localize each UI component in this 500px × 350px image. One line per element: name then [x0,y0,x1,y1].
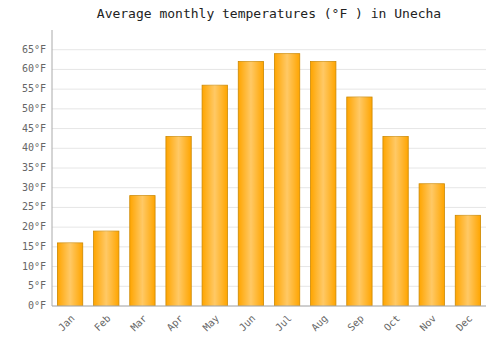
bar-group [166,136,191,306]
y-tick-label: 55°F [22,83,46,94]
y-tick-label: 10°F [22,261,46,272]
bar-sheen [94,231,119,306]
y-tick-label: 5°F [28,280,46,291]
x-tick-label: Jun [237,313,258,334]
x-tick-label: Oct [382,313,403,334]
y-tick-label: 50°F [22,103,46,114]
y-tick-label: 40°F [22,142,46,153]
y-tick-label: 65°F [22,44,46,55]
grid [52,50,486,306]
bar [274,54,299,306]
x-tick-label: Apr [165,313,186,334]
bar [166,136,191,306]
grid-line [52,69,486,70]
bar [94,231,119,306]
grid-line [52,148,486,149]
bar-sheen [311,62,336,306]
page: {"chart_data": {"type": "bar", "title": … [0,0,500,350]
x-tick-label: Feb [92,313,113,334]
bar-sheen [202,85,227,306]
grid-line [52,89,486,90]
grid-line [52,168,486,169]
bars [57,54,480,306]
bar [383,136,408,306]
bar-sheen [238,62,263,306]
grid-line [52,108,486,109]
x-tick-label: Jan [56,313,77,334]
x-tick-label: Nov [418,313,439,334]
grid-line [52,49,486,50]
bar-group [202,85,227,306]
bar-sheen [57,243,82,306]
x-tick-label: Jul [273,313,294,334]
bar [202,85,227,306]
bar-sheen [419,184,444,306]
bar-sheen [455,215,480,306]
y-tick-label: 25°F [22,201,46,212]
grid-line [52,128,486,129]
grid-line [52,306,486,307]
y-tick-label: 45°F [22,123,46,134]
x-tick-label: Dec [454,313,475,334]
chart: Average monthly temperatures (°F ) in Un… [0,0,500,350]
bar-group [238,62,263,306]
bar [419,184,444,306]
bar [455,215,480,306]
x-tick-label: Aug [309,313,330,334]
x-axis-line [52,306,486,307]
bar-group [94,231,119,306]
y-tick-label: 0°F [28,300,46,311]
bar-group [57,243,82,306]
bar-sheen [383,136,408,306]
bar-group [311,62,336,306]
bar-sheen [130,196,155,306]
bar-sheen [347,97,372,306]
bar [130,196,155,306]
x-tick-label: May [201,313,222,334]
bar [238,62,263,306]
bar-sheen [274,54,299,306]
bar-group [274,54,299,306]
x-tick-labels: Jan Feb Mar Apr May Jun Jul Aug Sep Oct Nov Dec [56,313,474,334]
bar-group [347,97,372,306]
bar-group [455,215,480,306]
y-tick-label: 35°F [22,162,46,173]
bar-group [419,184,444,306]
y-axis-line [52,30,53,306]
title: Average monthly temperatures (°F ) in Un… [97,6,441,21]
y-tick-labels: 0°F 5°F 10°F 15°F 20°F 25°F 30°F 35°F 40°F 45°F 50… [22,44,46,311]
y-tick-label: 60°F [22,63,46,74]
bar-group [130,196,155,306]
x-tick-label: Sep [345,313,366,334]
y-tick-label: 20°F [22,221,46,232]
x-tick-label: Mar [128,313,149,334]
y-tick-label: 15°F [22,241,46,252]
bar-group [383,136,408,306]
bar-sheen [166,136,191,306]
y-tick-label: 30°F [22,182,46,193]
bar [57,243,82,306]
bar [311,62,336,306]
bar [347,97,372,306]
